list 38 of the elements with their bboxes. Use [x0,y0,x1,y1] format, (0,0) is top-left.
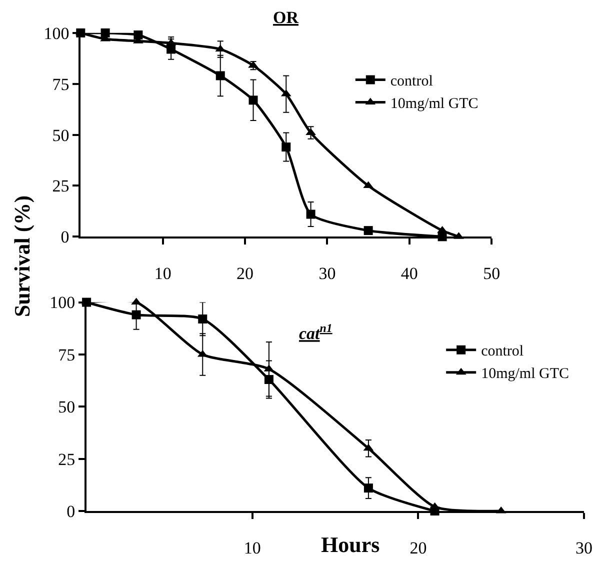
text: cat$^{n1}$ [299,321,332,344]
y-tick-label: 75 [52,74,70,94]
y-tick-label: 75 [58,345,76,364]
x-tick-label: 20 [236,264,254,284]
point [306,210,316,219]
y-tick-label: 0 [60,228,70,247]
x-tick-label: 20 [410,538,427,558]
x-tick-label: 30 [576,538,593,558]
y-axis-title: Survival (%) [10,195,35,318]
point [131,298,142,305]
x-tick-label: 40 [400,264,418,284]
y-tick-label: 100 [44,24,70,43]
y-tick-label: 25 [52,176,70,196]
point [132,310,141,320]
point [100,28,110,38]
point [198,314,208,324]
x-tick-label: 10 [154,264,172,284]
point [248,96,258,105]
point [306,128,316,136]
x-axis-title: Hours [321,532,380,557]
y-tick-label: 100 [50,293,76,312]
point [134,30,143,40]
legend-label: 10mg/ml GTC [390,96,478,112]
point [364,484,373,493]
y-tick-label: 25 [58,450,76,469]
point [282,142,291,152]
point [216,71,225,80]
y-tick-label: 50 [52,126,70,145]
legend-label: control [390,74,433,90]
x-tick-label: 10 [244,538,261,558]
y-tick-label: 0 [66,502,76,521]
x-tick-label: 50 [483,264,500,284]
x-tick-label: 30 [318,264,336,284]
legend-label: control [481,344,524,360]
y-tick-label: 50 [58,398,76,417]
point [364,226,373,236]
legend-label: 10mg/ml GTC [481,366,570,382]
chart-title: OR [273,8,300,27]
